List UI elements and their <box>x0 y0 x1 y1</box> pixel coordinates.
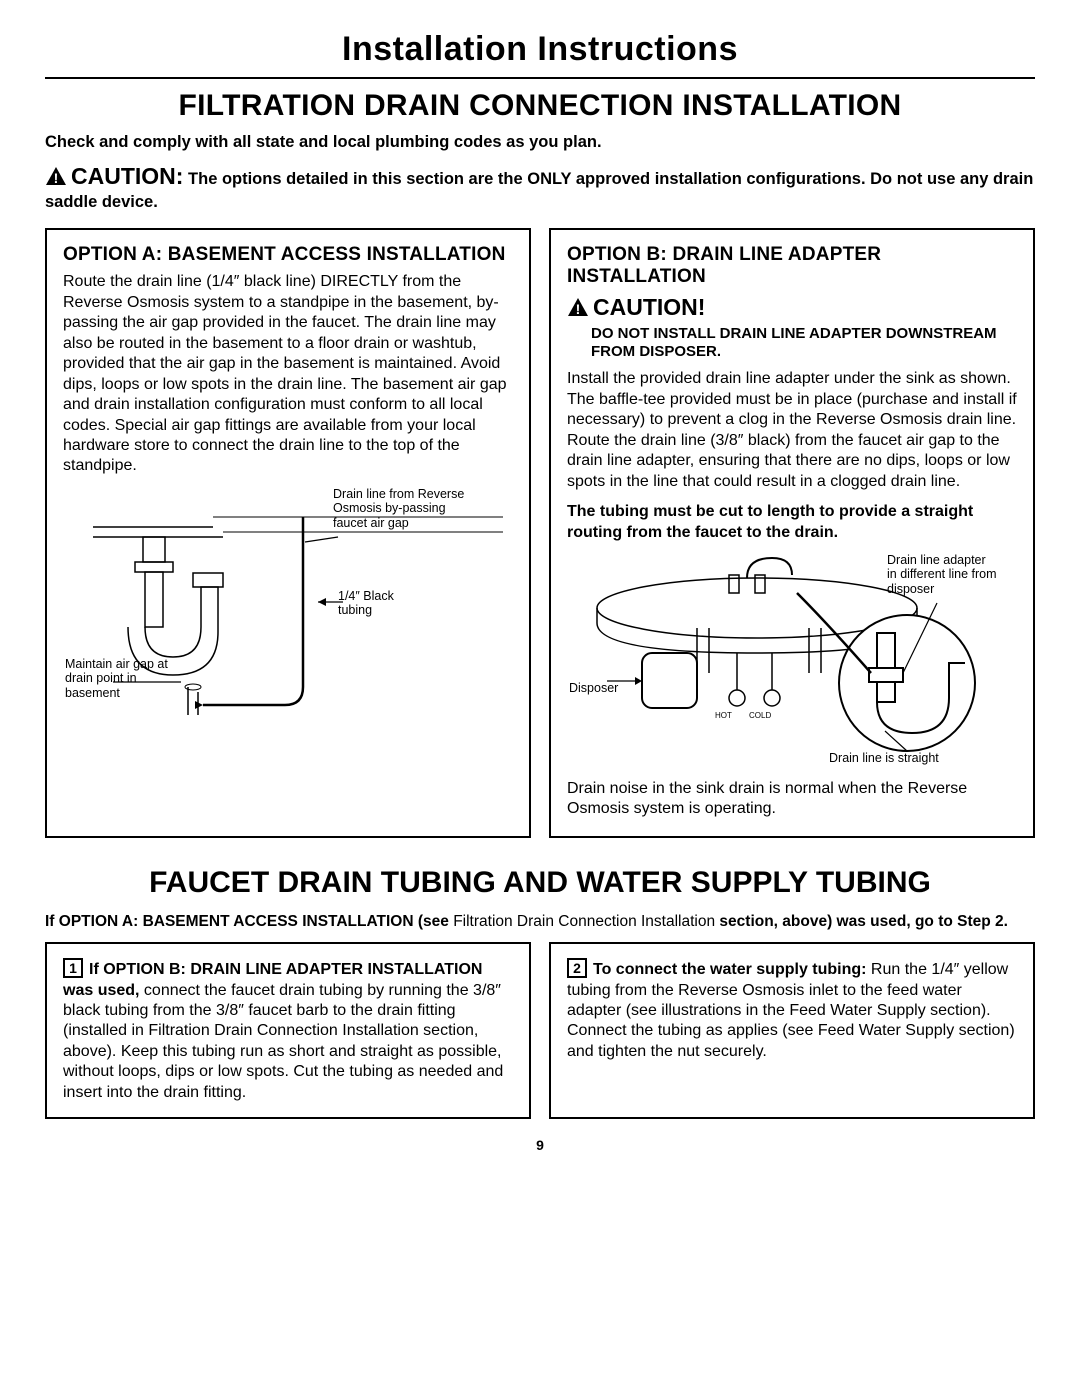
warning-icon: ! <box>567 296 589 323</box>
step1-box: 1If OPTION B: DRAIN LINE ADAPTER INSTALL… <box>45 942 531 1119</box>
option-a-body: Route the drain line (1/4″ black line) D… <box>63 272 513 477</box>
ref-part2: Filtration Drain Connection Installation <box>453 913 715 930</box>
ref-part1: If OPTION A: BASEMENT ACCESS INSTALLATIO… <box>45 913 453 930</box>
section1-title: FILTRATION DRAIN CONNECTION INSTALLATION <box>45 89 1035 123</box>
diagram-label: Maintain air gap at drain point in basem… <box>65 657 185 700</box>
step-number: 2 <box>567 958 587 978</box>
option-a-diagram: Drain line from Reverse Osmosis by-passi… <box>63 487 513 717</box>
option-a-heading: OPTION A: BASEMENT ACCESS INSTALLATION <box>63 244 513 266</box>
diagram-label: Drain line from Reverse Osmosis by-passi… <box>333 487 483 530</box>
option-a-box: OPTION A: BASEMENT ACCESS INSTALLATION R… <box>45 228 531 838</box>
step1-body: connect the faucet drain tubing by runni… <box>63 982 503 1101</box>
caution-word: CAUTION! <box>593 294 705 320</box>
section2-reference: If OPTION A: BASEMENT ACCESS INSTALLATIO… <box>45 912 1035 932</box>
step2-text: 2To connect the water supply tubing: Run… <box>567 958 1017 1062</box>
caution-label: CAUTION: <box>71 163 183 189</box>
step1-text: 1If OPTION B: DRAIN LINE ADAPTER INSTALL… <box>63 958 513 1103</box>
steps-row: 1If OPTION B: DRAIN LINE ADAPTER INSTALL… <box>45 942 1035 1119</box>
caution-paragraph: ! CAUTION: The options detailed in this … <box>45 162 1035 212</box>
diagram-label: 1/4″ Black tubing <box>338 589 418 618</box>
option-b-subcaution: DO NOT INSTALL DRAIN LINE ADAPTER DOWNST… <box>591 325 1017 361</box>
step2-box: 2To connect the water supply tubing: Run… <box>549 942 1035 1119</box>
page-number: 9 <box>45 1137 1035 1153</box>
diagram-label: Drain line adapter in different line fro… <box>887 553 997 596</box>
diagram-label: COLD <box>749 711 771 720</box>
intro-text: Check and comply with all state and loca… <box>45 133 1035 152</box>
options-row: OPTION A: BASEMENT ACCESS INSTALLATION R… <box>45 228 1035 838</box>
step-number: 1 <box>63 958 83 978</box>
warning-icon: ! <box>45 166 67 192</box>
option-b-box: OPTION B: DRAIN LINE ADAPTER INSTALLATIO… <box>549 228 1035 838</box>
diagram-label: Drain line is straight <box>829 751 939 765</box>
ref-part3: section, above) was used, go to Step 2. <box>715 913 1008 930</box>
section2-title: FAUCET DRAIN TUBING AND WATER SUPPLY TUB… <box>45 866 1035 900</box>
diagram-label: HOT <box>715 711 732 720</box>
option-b-diagram: Drain line adapter in different line fro… <box>567 553 1017 773</box>
svg-text:!: ! <box>576 301 581 317</box>
option-b-heading: OPTION B: DRAIN LINE ADAPTER INSTALLATIO… <box>567 244 1017 288</box>
option-b-body2: The tubing must be cut to length to prov… <box>567 502 1017 543</box>
option-b-afternote: Drain noise in the sink drain is normal … <box>567 779 1017 820</box>
diagram-label: Disposer <box>569 681 618 695</box>
page-title: Installation Instructions <box>45 30 1035 69</box>
step2-lead: To connect the water supply tubing: <box>593 961 866 978</box>
option-b-caution: ! CAUTION! <box>567 294 1017 323</box>
svg-text:!: ! <box>54 170 59 186</box>
option-b-body1: Install the provided drain line adapter … <box>567 369 1017 492</box>
horizontal-rule <box>45 77 1035 79</box>
caution-text: The options detailed in this section are… <box>45 170 1033 211</box>
